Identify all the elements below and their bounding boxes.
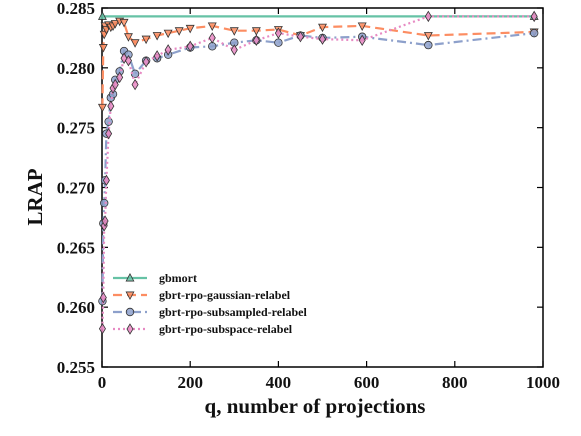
data-point xyxy=(318,23,327,33)
data-point xyxy=(296,31,304,43)
y-tick-label: 0.265 xyxy=(57,238,95,257)
data-point xyxy=(274,27,282,39)
data-point xyxy=(357,22,367,31)
series-line xyxy=(101,15,535,329)
data-point xyxy=(318,33,327,45)
data-point xyxy=(424,10,432,23)
data-point xyxy=(105,127,113,140)
data-point xyxy=(110,20,120,29)
data-point xyxy=(130,39,140,48)
legend-marker xyxy=(125,307,135,317)
data-point xyxy=(208,32,216,44)
data-point xyxy=(123,33,133,42)
data-point xyxy=(424,40,433,50)
x-tick-label: 400 xyxy=(266,373,292,392)
y-tick-label: 0.280 xyxy=(57,59,95,78)
legend-entry: gbmort xyxy=(113,271,197,285)
x-tick-label: 600 xyxy=(354,373,380,392)
x-tick-label: 0 xyxy=(98,373,107,392)
series-line xyxy=(101,32,535,302)
data-point xyxy=(98,323,106,335)
data-point xyxy=(251,27,261,36)
legend-entry: gbrt-rpo-gaussian-relabel xyxy=(113,288,291,302)
data-point xyxy=(98,44,108,53)
data-point xyxy=(207,22,217,31)
y-tick-label: 0.270 xyxy=(57,179,95,198)
axes: 0 200 400 600 800 1000 0.255 0.260 0.265 0.270 0.2… xyxy=(57,0,560,392)
data-point xyxy=(530,10,538,23)
data-point xyxy=(131,78,139,91)
data-point xyxy=(102,174,110,187)
x-tick-label: 1000 xyxy=(526,373,560,392)
data-point xyxy=(252,34,260,47)
data-point xyxy=(423,32,433,41)
x-axis-label: q, number of projections xyxy=(205,394,426,418)
y-tick-label: 0.285 xyxy=(57,0,95,18)
data-point xyxy=(163,29,173,39)
x-tick-label: 800 xyxy=(442,373,468,392)
series-gbrt-rpo-subsampled-relabel xyxy=(98,28,539,306)
data-point xyxy=(229,27,239,36)
data-point xyxy=(97,11,107,20)
data-point xyxy=(99,291,107,304)
legend-label: gbrt-rpo-subsampled-relabel xyxy=(159,305,307,319)
legend-entry: gbrt-rpo-subspace-relabel xyxy=(113,322,293,336)
y-tick-label: 0.275 xyxy=(57,119,95,138)
y-tick-label: 0.255 xyxy=(57,358,95,377)
legend: gbmort gbrt-rpo-gaussian-relabel gbrt-rpo-… xyxy=(113,271,307,336)
data-point xyxy=(142,56,150,68)
series-gbrt-rpo-gaussian-relabel xyxy=(97,17,539,113)
series-gbrt-rpo-subspace-relabel xyxy=(98,10,538,335)
legend-label: gbrt-rpo-gaussian-relabel xyxy=(159,288,291,302)
y-tick-label: 0.260 xyxy=(57,298,95,317)
data-point xyxy=(101,215,109,227)
series-layer xyxy=(97,10,539,335)
data-point xyxy=(119,18,129,28)
data-point xyxy=(111,78,119,91)
data-point xyxy=(100,198,109,208)
data-point xyxy=(116,71,124,84)
data-point xyxy=(141,35,151,45)
legend-label: gbrt-rpo-subspace-relabel xyxy=(159,322,293,336)
data-point xyxy=(164,44,172,56)
data-point xyxy=(97,103,107,113)
data-point xyxy=(274,38,283,47)
data-point xyxy=(107,100,115,112)
data-point xyxy=(529,28,539,38)
data-point xyxy=(230,44,238,56)
data-point xyxy=(185,24,195,34)
data-point xyxy=(174,27,184,36)
data-point xyxy=(153,50,161,62)
legend-marker xyxy=(125,272,135,282)
legend-entry: gbrt-rpo-subsampled-relabel xyxy=(113,305,307,319)
data-point xyxy=(104,117,113,126)
data-point xyxy=(124,54,132,67)
legend-label: gbmort xyxy=(159,271,197,285)
data-point xyxy=(358,34,366,47)
data-point xyxy=(152,32,162,41)
x-tick-label: 200 xyxy=(177,373,203,392)
y-axis-label: LRAP xyxy=(23,168,47,225)
legend-marker xyxy=(126,323,134,335)
data-point xyxy=(208,42,217,51)
legend-marker xyxy=(125,291,135,301)
data-point xyxy=(186,40,194,52)
